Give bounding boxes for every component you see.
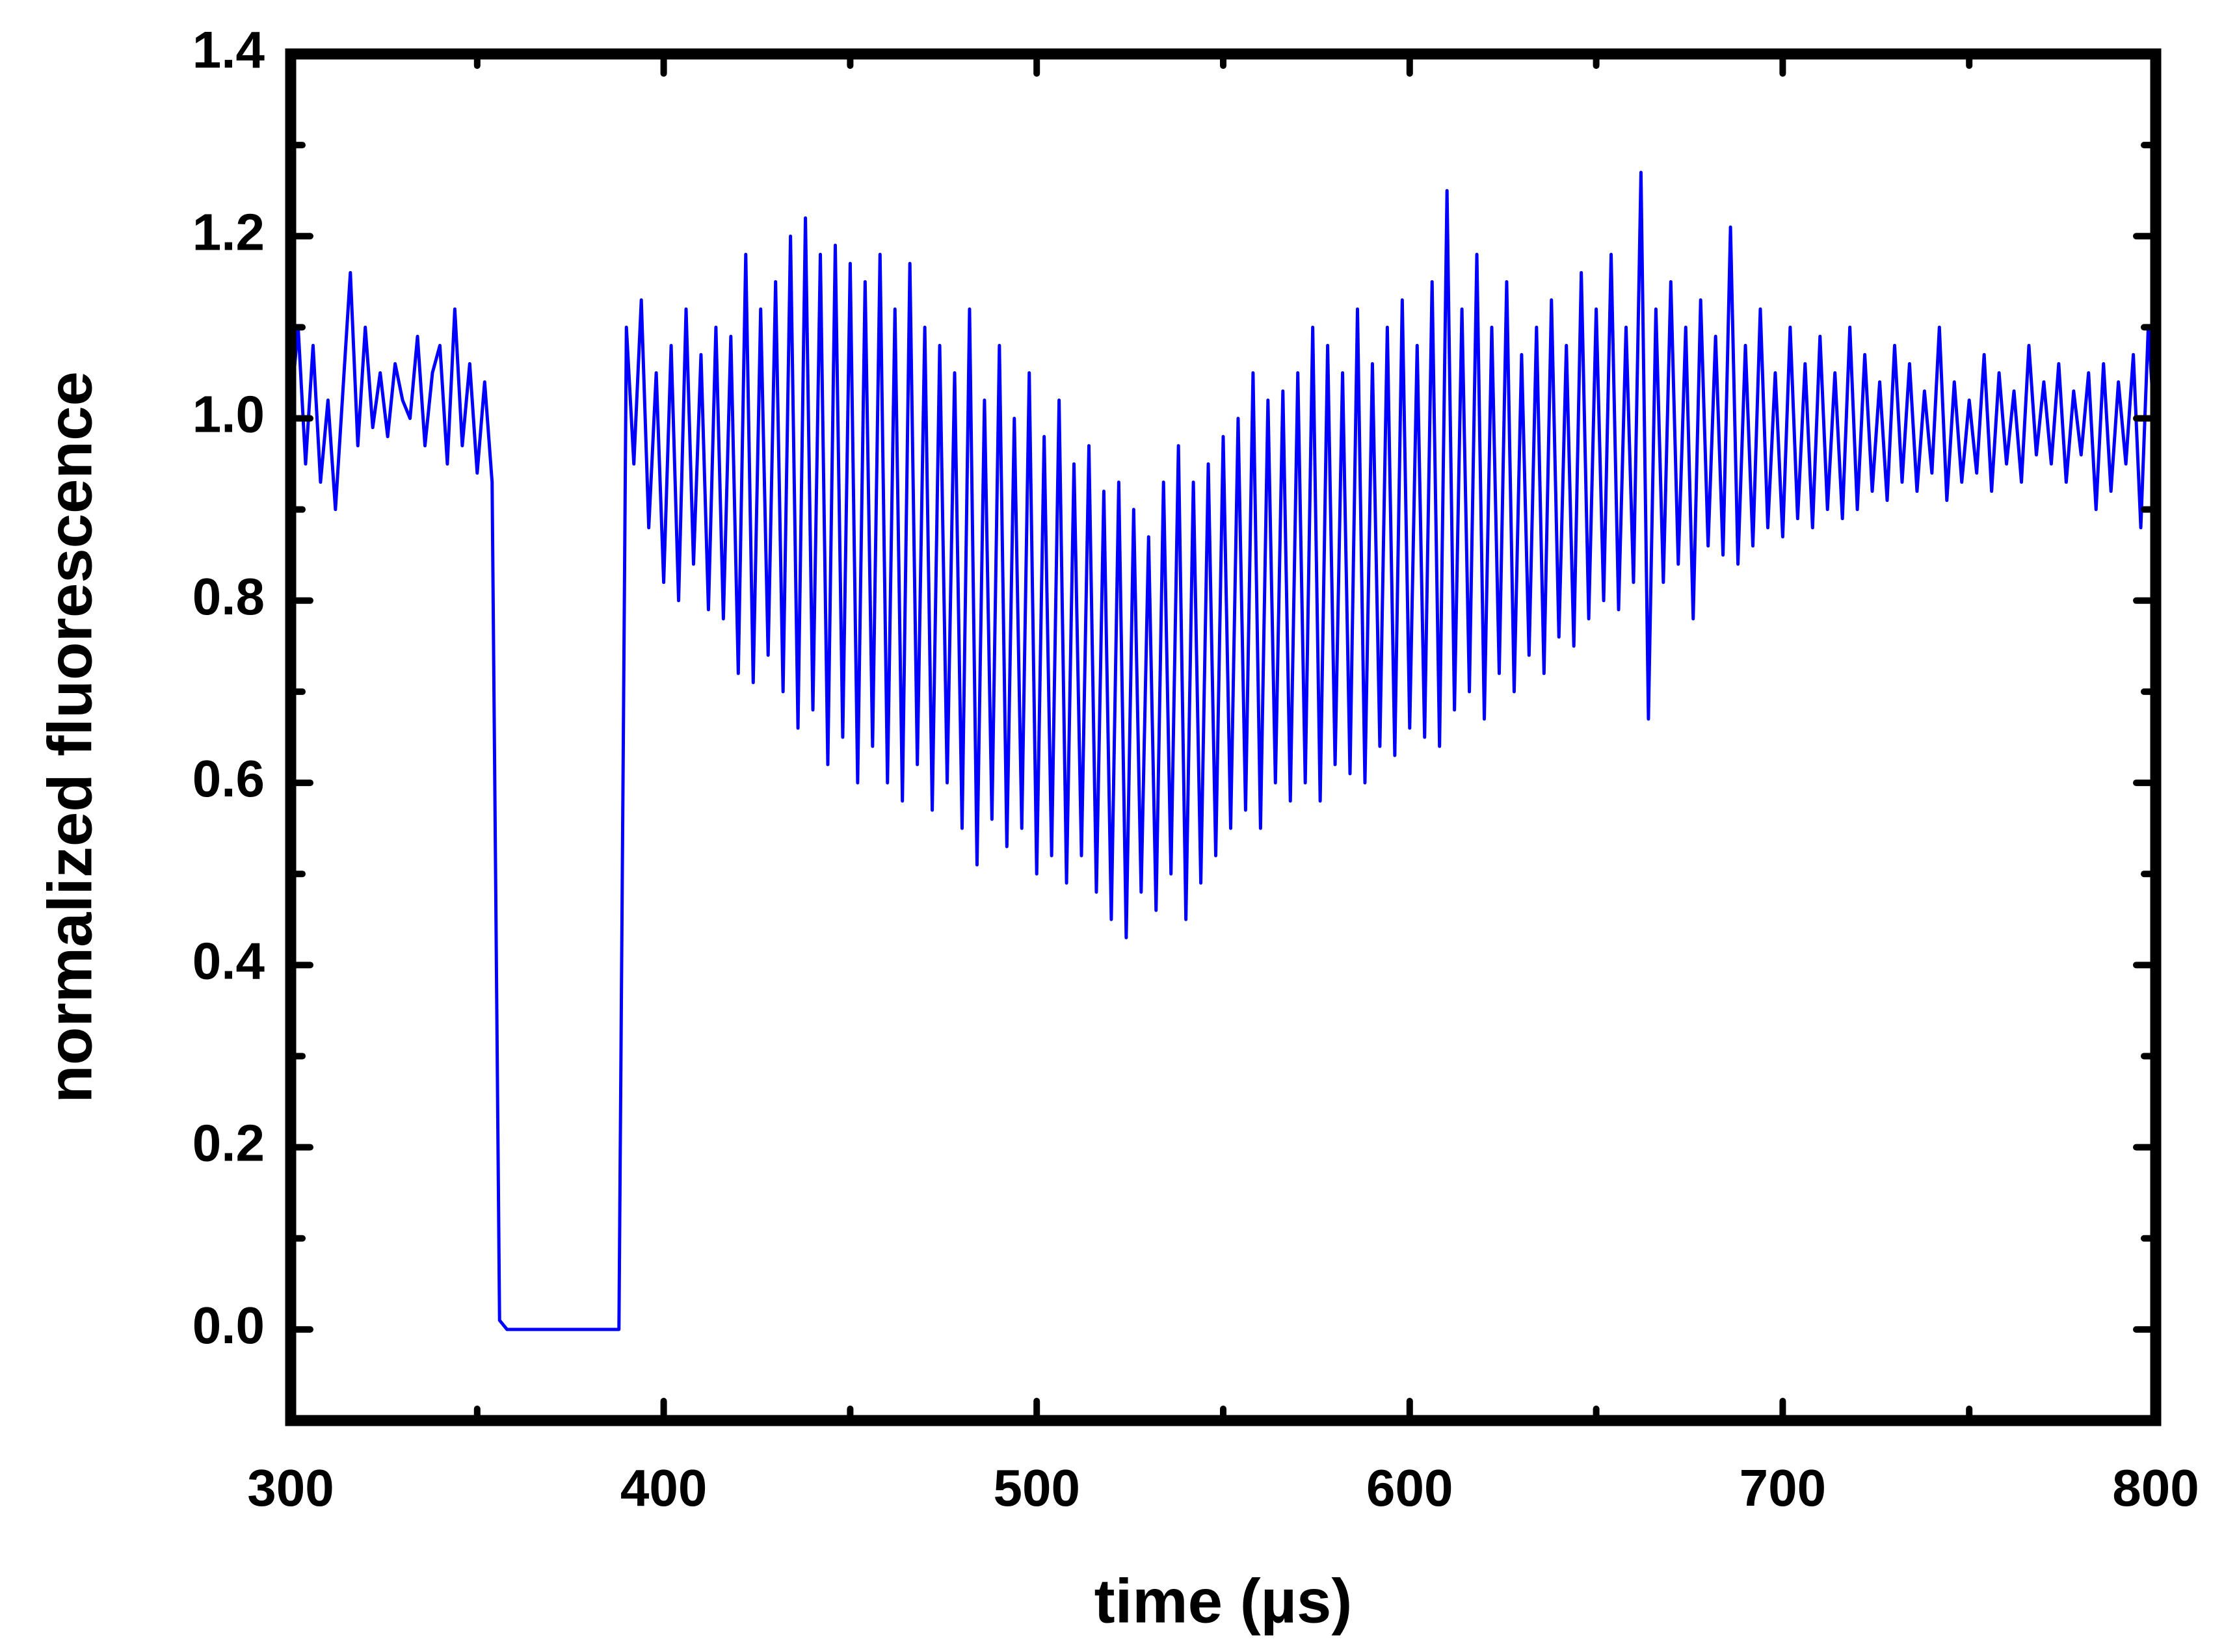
y-tick-label: 1.0 <box>192 386 265 443</box>
y-axis-label: normalized fluorescence <box>35 371 105 1103</box>
x-tick-label: 800 <box>2112 1459 2199 1517</box>
x-axis-label: time (µs) <box>1094 1566 1353 1636</box>
x-tick-label: 700 <box>1740 1459 1826 1517</box>
y-tick-label: 0.4 <box>192 932 265 990</box>
x-tick-label: 600 <box>1366 1459 1453 1517</box>
y-tick-label: 0.0 <box>192 1296 265 1354</box>
y-tick-label: 0.8 <box>192 568 265 625</box>
y-tick-label: 1.4 <box>192 21 265 79</box>
data-line <box>289 170 2158 1331</box>
x-tick-label: 300 <box>247 1459 334 1517</box>
y-tick-label: 0.2 <box>192 1114 265 1172</box>
y-tick-label: 0.6 <box>192 750 265 807</box>
x-tick-label: 500 <box>993 1459 1079 1517</box>
plot-frame <box>285 48 2162 1426</box>
y-tick-label: 1.2 <box>192 203 265 261</box>
x-tick-label: 400 <box>620 1459 707 1517</box>
